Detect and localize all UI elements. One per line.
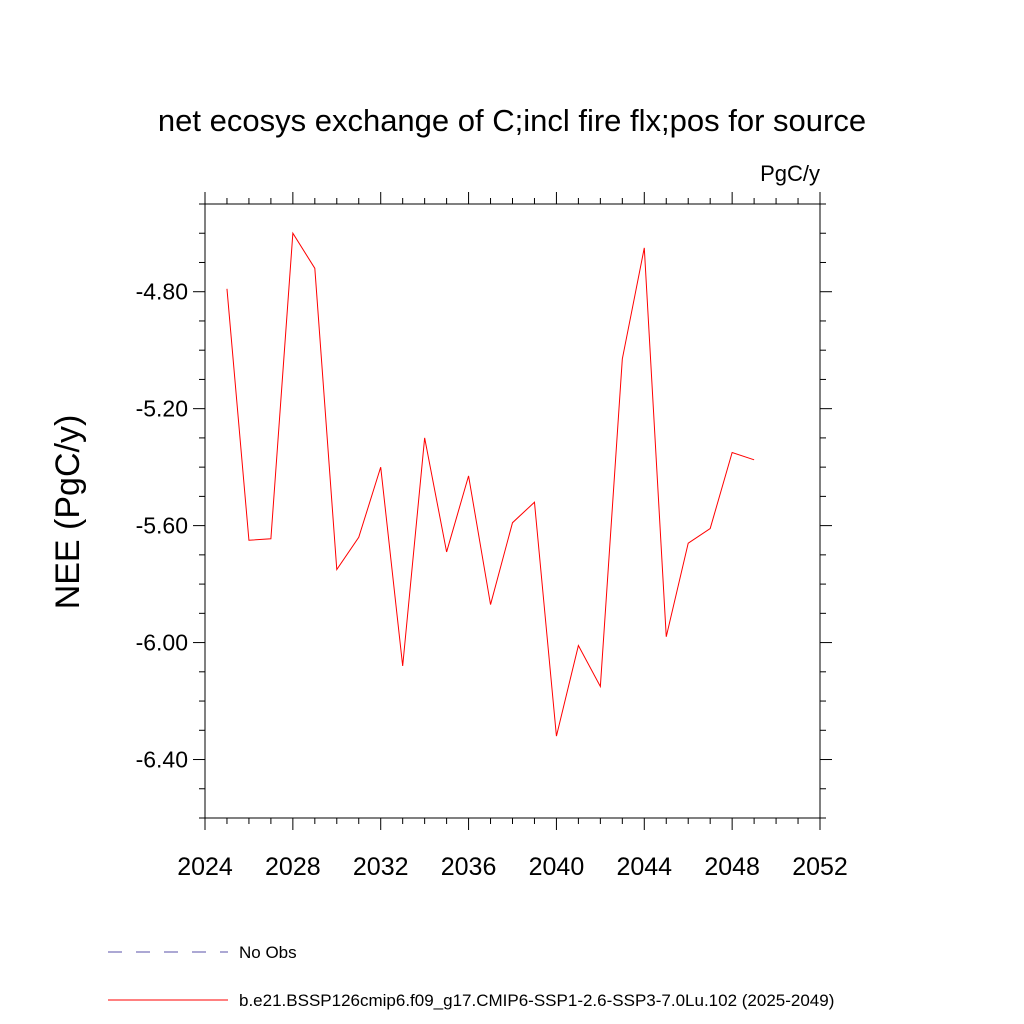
- chart-title: net ecosys exchange of C;incl fire flx;p…: [158, 103, 866, 138]
- y-tick-label: -5.60: [136, 513, 188, 539]
- x-tick-label: 2044: [616, 853, 672, 881]
- x-tick-label: 2032: [353, 853, 409, 881]
- x-tick-labels: 2024 2028 2032 2036 2040 2044 2048 2052: [177, 853, 848, 881]
- units-label: PgC/y: [760, 161, 820, 186]
- x-tick-label: 2028: [265, 853, 321, 881]
- series-line: [226, 231, 755, 737]
- y-tick-label: -6.40: [136, 747, 188, 773]
- y-tick-labels: -4.80 -5.20 -5.60 -6.00 -6.40: [136, 279, 188, 773]
- legend: No Obs b.e21.BSSP126cmip6.f09_g17.CMIP6-S…: [108, 943, 834, 1010]
- x-tick-label: 2048: [704, 853, 760, 881]
- legend-label: No Obs: [239, 943, 297, 962]
- series-lines: [226, 231, 755, 737]
- y-tick-label: -5.20: [136, 396, 188, 422]
- y-axis-label: NEE (PgC/y): [49, 415, 87, 610]
- y-tick-label: -6.00: [136, 630, 188, 656]
- x-tick-label: 2040: [529, 853, 585, 881]
- x-tick-label: 2024: [177, 853, 233, 881]
- y-tick-label: -4.80: [136, 279, 188, 305]
- x-tick-label: 2052: [792, 853, 848, 881]
- axis-ticks: [193, 192, 832, 830]
- plot-frame: [204, 203, 821, 819]
- x-tick-label: 2036: [441, 853, 497, 881]
- legend-label: b.e21.BSSP126cmip6.f09_g17.CMIP6-SSP1-2.…: [239, 991, 834, 1010]
